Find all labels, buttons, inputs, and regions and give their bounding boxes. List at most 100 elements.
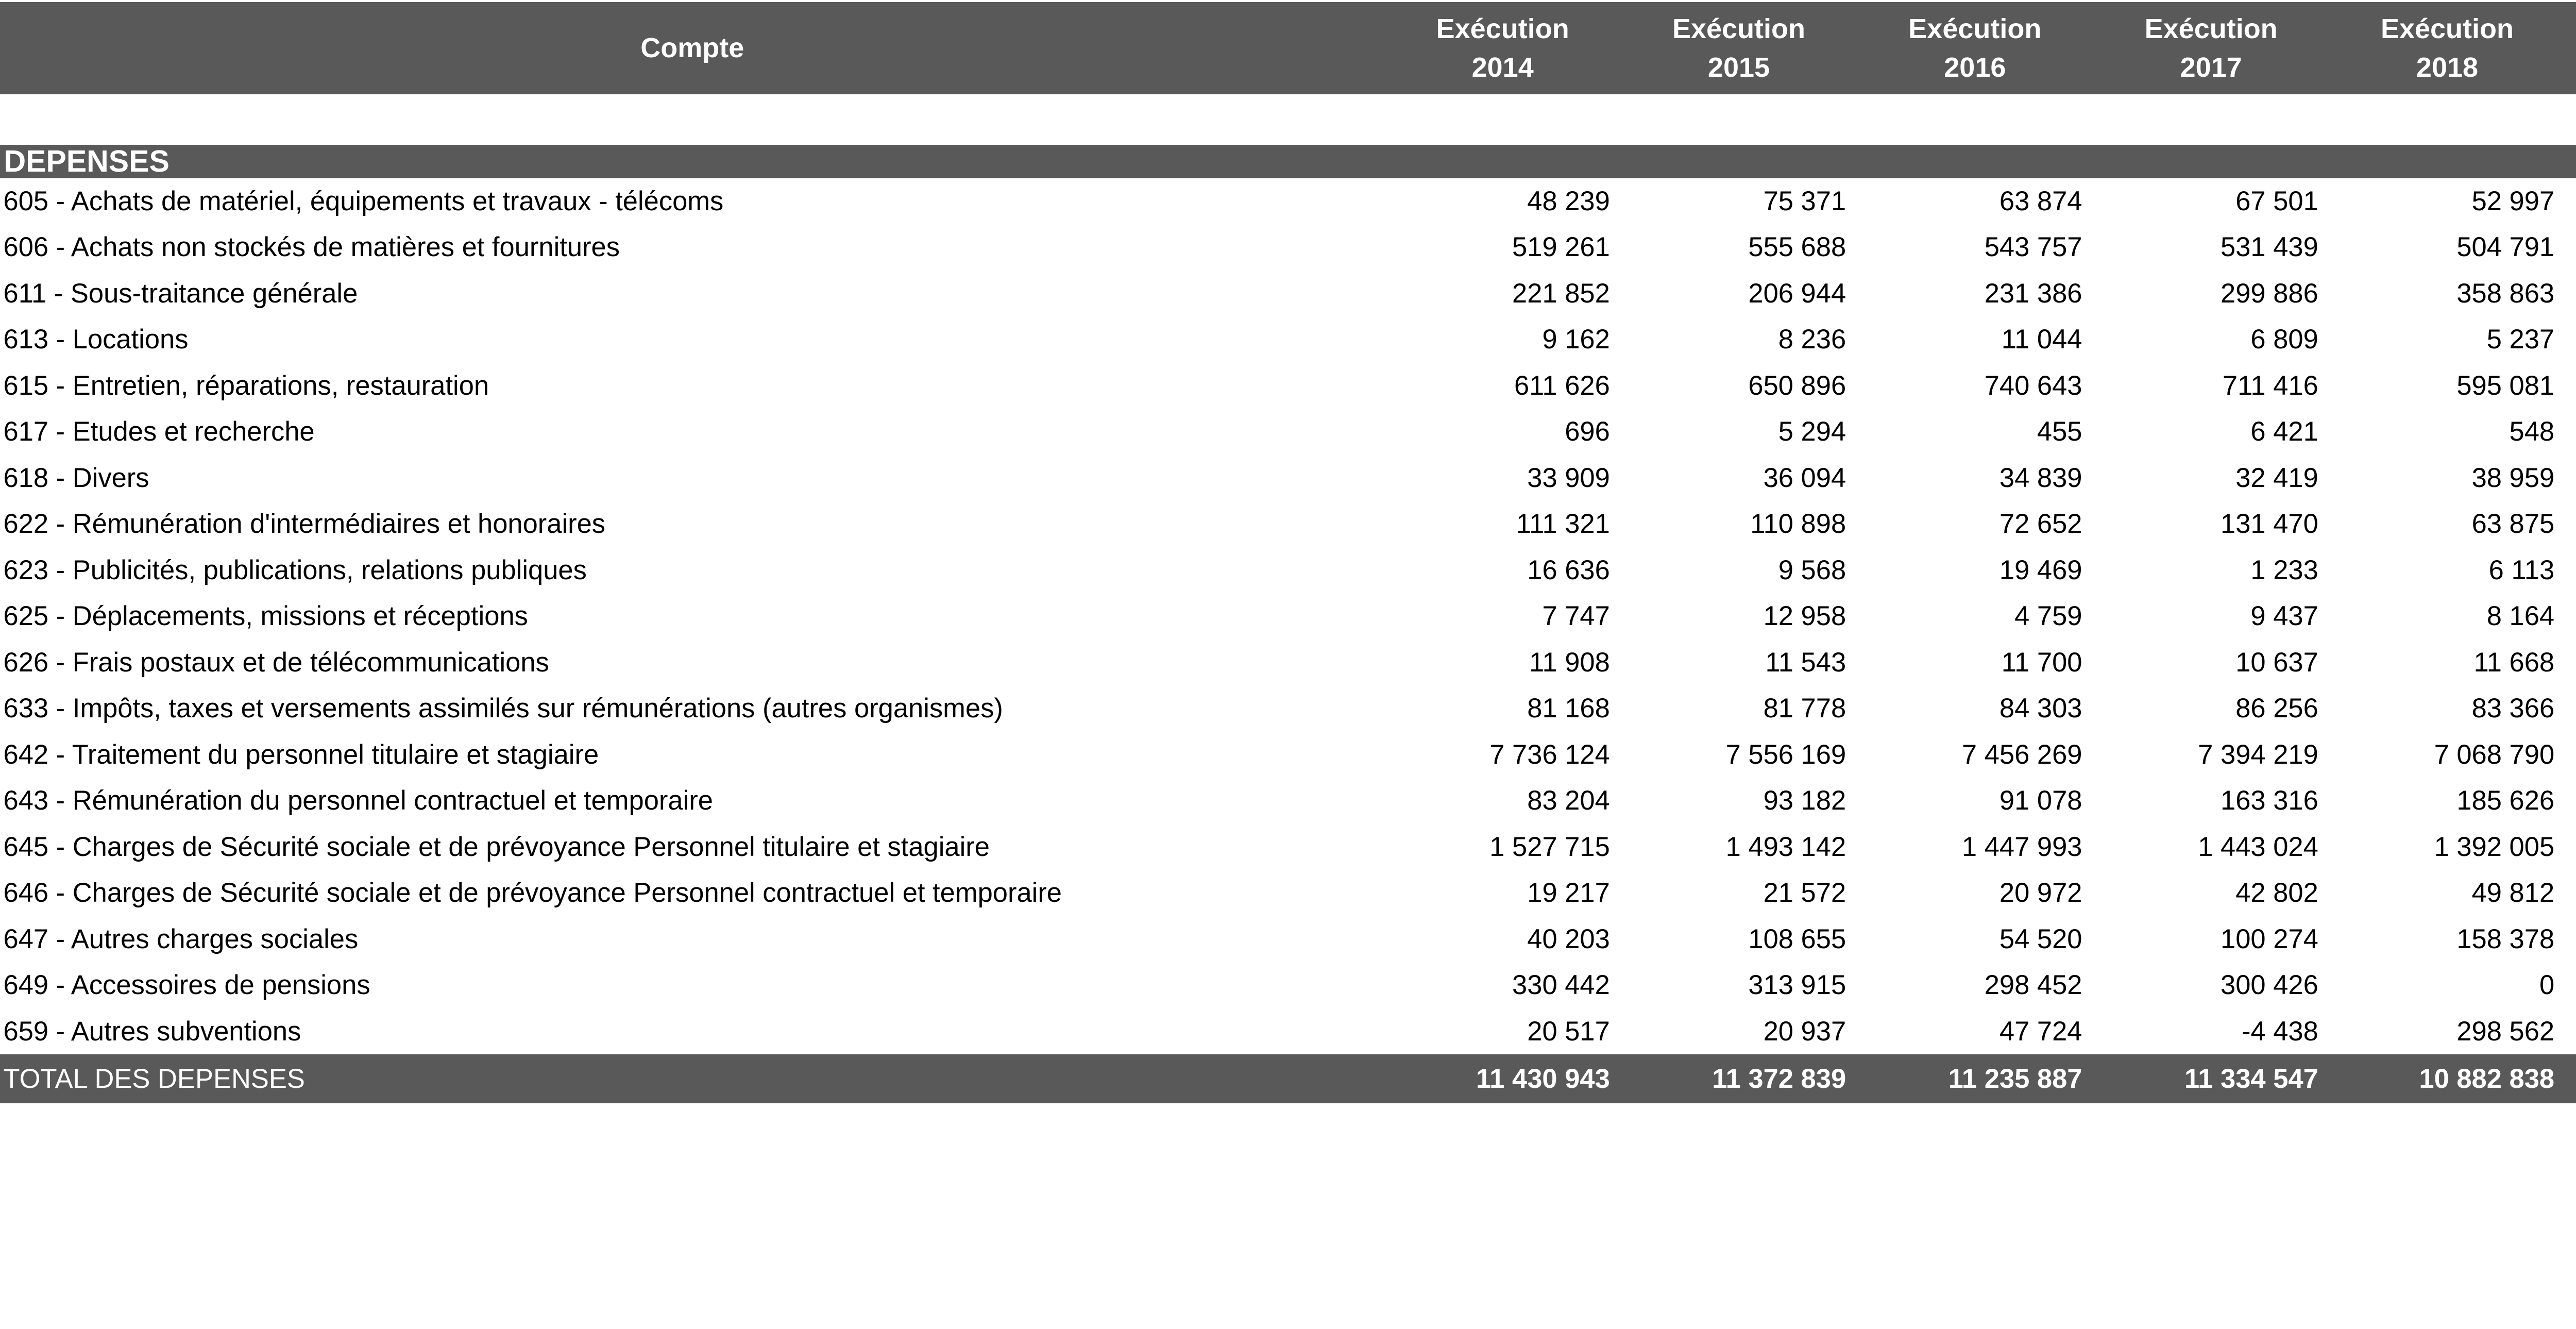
column-header-line2: 2015 — [1707, 52, 1770, 83]
table-row: 643 - Rémunération du personnel contract… — [0, 778, 2576, 824]
value-2018: 83 366 — [2471, 693, 2555, 724]
value-2016: 231 386 — [1984, 278, 2082, 309]
value-2014: 221 852 — [1512, 278, 1610, 309]
table-row: 613 - Locations 9 162 8 236 11 044 6 809… — [0, 316, 2576, 363]
value-2017: 7 394 219 — [2198, 739, 2318, 770]
column-header-compte: Compte — [640, 32, 744, 63]
table-row: 633 - Impôts, taxes et versements assimi… — [0, 685, 2576, 732]
value-2017: 67 501 — [2235, 186, 2318, 216]
total-value-2014: 11 430 943 — [1476, 1064, 1610, 1094]
value-2014: 83 204 — [1527, 785, 1610, 816]
column-header-line2: 2016 — [1944, 52, 2006, 83]
value-2018: 11 668 — [2473, 647, 2555, 678]
value-2015: 108 655 — [1748, 923, 1846, 954]
column-header-execution-2016: Exécution 2016 — [1857, 10, 2093, 87]
value-2018: 0 — [2539, 970, 2555, 1001]
account-label: 649 - Accessoires de pensions — [3, 970, 370, 1001]
value-2017: 6 421 — [2250, 416, 2318, 447]
value-2016: 4 759 — [2014, 601, 2082, 632]
value-2016: 19 469 — [1999, 554, 2082, 585]
value-2015: 36 094 — [1763, 462, 1846, 493]
value-2014: 696 — [1565, 416, 1610, 447]
column-header-line1: Exécution — [1908, 13, 2042, 44]
total-value-2016: 11 235 887 — [1948, 1064, 2082, 1094]
value-2014: 16 636 — [1527, 554, 1610, 585]
account-label: 605 - Achats de matériel, équipements et… — [3, 186, 724, 216]
value-2014: 1 527 715 — [1489, 831, 1610, 862]
account-label: 606 - Achats non stockés de matières et … — [3, 232, 620, 263]
value-2015: 650 896 — [1748, 370, 1846, 401]
value-2016: 91 078 — [1999, 785, 2082, 816]
value-2017: 6 809 — [2250, 324, 2318, 355]
value-2015: 206 944 — [1748, 278, 1846, 309]
value-2014: 11 908 — [1529, 647, 1610, 678]
value-2016: 298 452 — [1984, 970, 2082, 1001]
account-label: 622 - Rémunération d'intermédiaires et h… — [3, 509, 606, 540]
table-row: 623 - Publicités, publications, relation… — [0, 547, 2576, 593]
value-2014: 330 442 — [1512, 970, 1610, 1001]
table-row: 622 - Rémunération d'intermédiaires et h… — [0, 501, 2576, 547]
value-2018: 548 — [2509, 416, 2555, 447]
value-2014: 40 203 — [1527, 923, 1610, 954]
value-2016: 11 700 — [2001, 647, 2082, 678]
value-2018: 63 875 — [2471, 509, 2555, 540]
total-label: TOTAL DES DEPENSES — [3, 1064, 305, 1094]
value-2014: 20 517 — [1527, 1016, 1610, 1047]
account-label: 646 - Charges de Sécurité sociale et de … — [3, 878, 1062, 909]
value-2016: 7 456 269 — [1961, 739, 2082, 770]
value-2015: 9 568 — [1778, 554, 1846, 585]
value-2015: 81 778 — [1763, 693, 1846, 724]
value-2016: 11 044 — [2001, 324, 2082, 355]
value-2017: 163 316 — [2221, 785, 2318, 816]
value-2015: 7 556 169 — [1725, 739, 1846, 770]
account-label: 626 - Frais postaux et de télécommunicat… — [3, 647, 549, 678]
account-label: 613 - Locations — [3, 324, 189, 355]
table-row: 659 - Autres subventions 20 517 20 937 4… — [0, 1008, 2576, 1054]
value-2017: 1 233 — [2250, 554, 2318, 585]
section-title: DEPENSES — [4, 144, 170, 178]
value-2018: 7 068 790 — [2434, 739, 2555, 770]
value-2018: 49 812 — [2471, 878, 2555, 909]
value-2015: 5 294 — [1778, 416, 1846, 447]
value-2018: 504 791 — [2456, 232, 2555, 263]
value-2017: 711 416 — [2222, 370, 2318, 401]
value-2018: 6 113 — [2488, 554, 2555, 585]
value-2017: 531 439 — [2221, 232, 2318, 263]
value-2016: 455 — [2037, 416, 2082, 447]
value-2016: 1 447 993 — [1961, 831, 2082, 862]
value-2017: 9 437 — [2250, 601, 2318, 632]
table-row: 649 - Accessoires de pensions 330 442 31… — [0, 962, 2576, 1008]
value-2017: 300 426 — [2221, 970, 2318, 1001]
value-2017: 299 886 — [2221, 278, 2318, 309]
value-2014: 111 321 — [1516, 509, 1610, 540]
column-header-line1: Exécution — [1436, 13, 1569, 44]
account-label: 659 - Autres subventions — [3, 1016, 301, 1047]
value-2016: 72 652 — [1999, 509, 2082, 540]
table-row: 646 - Charges de Sécurité sociale et de … — [0, 870, 2576, 916]
total-row: TOTAL DES DEPENSES 11 430 943 11 372 839… — [0, 1054, 2576, 1103]
value-2018: 185 626 — [2456, 785, 2555, 816]
account-label: 642 - Traitement du personnel titulaire … — [3, 739, 599, 770]
value-2017: 86 256 — [2235, 693, 2318, 724]
table-row: 626 - Frais postaux et de télécommunicat… — [0, 639, 2576, 685]
account-label: 618 - Divers — [3, 462, 149, 493]
section-header-depenses: DEPENSES — [0, 144, 2576, 178]
account-label: 617 - Etudes et recherche — [3, 416, 315, 447]
value-2017: 1 443 024 — [2198, 831, 2318, 862]
total-value-2015: 11 372 839 — [1712, 1064, 1846, 1094]
value-2014: 611 626 — [1514, 370, 1610, 401]
value-2015: 21 572 — [1763, 878, 1846, 909]
value-2015: 93 182 — [1763, 785, 1846, 816]
value-2016: 740 643 — [1984, 370, 2082, 401]
value-2015: 110 898 — [1750, 509, 1846, 540]
account-label: 611 - Sous-traitance générale — [3, 278, 358, 309]
account-label: 615 - Entretien, réparations, restaurati… — [3, 370, 489, 401]
value-2015: 1 493 142 — [1725, 831, 1846, 862]
value-2018: 1 392 005 — [2434, 831, 2555, 862]
table-row: 645 - Charges de Sécurité sociale et de … — [0, 823, 2576, 870]
value-2017: -4 438 — [2241, 1016, 2318, 1047]
table-row: 605 - Achats de matériel, équipements et… — [0, 178, 2576, 224]
value-2014: 48 239 — [1527, 186, 1610, 216]
value-2016: 54 520 — [1999, 923, 2082, 954]
value-2016: 543 757 — [1984, 232, 2082, 263]
